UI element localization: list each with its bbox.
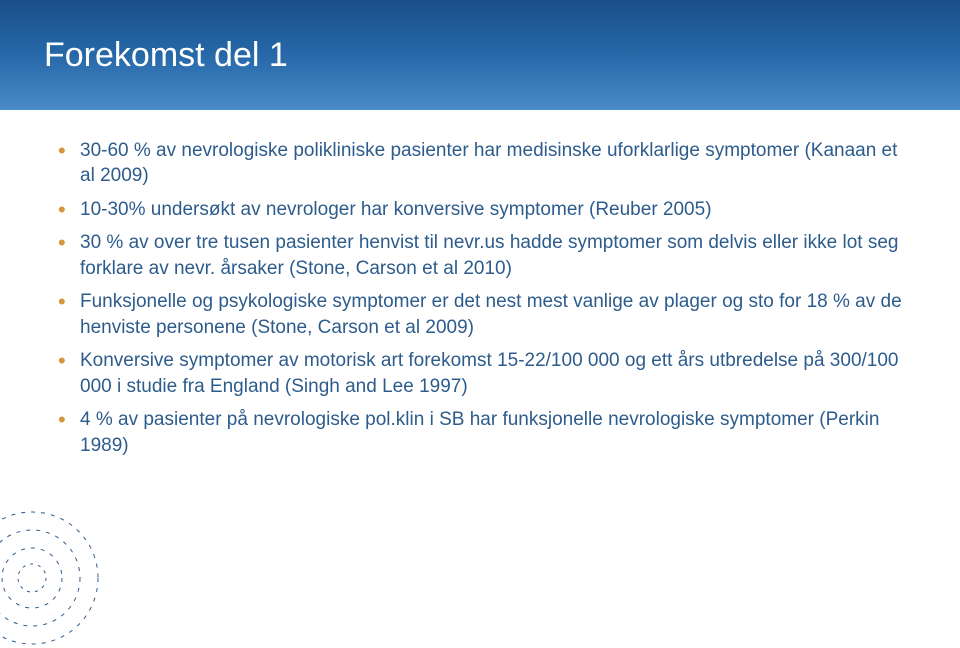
bullet-item: 30-60 % av nevrologiske polikliniske pas… (56, 138, 904, 189)
bullet-item: 4 % av pasienter på nevrologiske pol.kli… (56, 407, 904, 458)
slide-content: 30-60 % av nevrologiske polikliniske pas… (0, 110, 960, 458)
bullet-item: Funksjonelle og psykologiske symptomer e… (56, 289, 904, 340)
corner-decoration-icon (0, 508, 102, 648)
slide-title: Forekomst del 1 (44, 36, 288, 75)
bullet-item: Konversive symptomer av motorisk art for… (56, 348, 904, 399)
slide-header: Forekomst del 1 (0, 0, 960, 110)
bullet-list: 30-60 % av nevrologiske polikliniske pas… (56, 138, 904, 458)
bullet-item: 10-30% undersøkt av nevrologer har konve… (56, 197, 904, 222)
bullet-item: 30 % av over tre tusen pasienter henvist… (56, 230, 904, 281)
